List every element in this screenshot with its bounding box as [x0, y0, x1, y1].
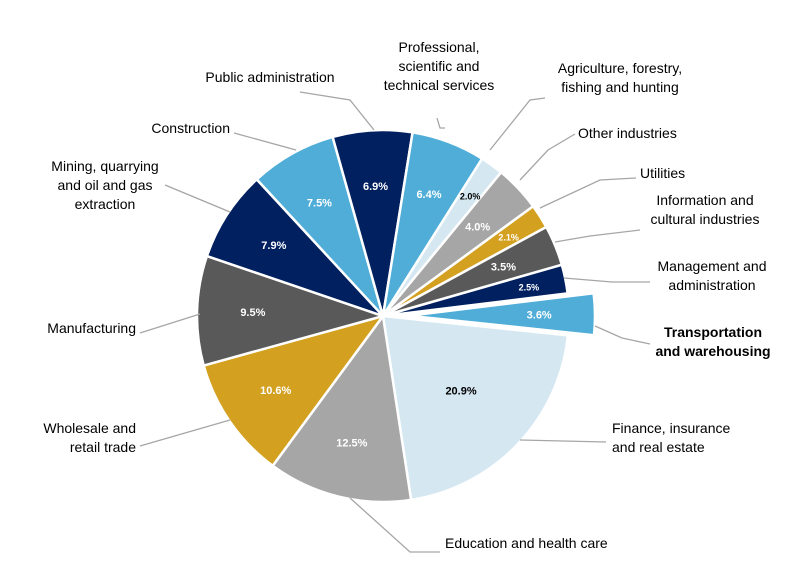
leader-line-agriculture-forestry-fishing-and-hunting: [489, 97, 546, 151]
value-label-construction: 7.5%: [307, 197, 332, 209]
leader-line-transportation-and-warehousing: [594, 325, 651, 345]
value-label-information-and-cultural-industries: 3.5%: [491, 262, 516, 274]
slices-layer: [195, 128, 597, 504]
pie-slice-management-and-administration: [382, 263, 570, 318]
value-label-professional-scientific-and-technical-services: 6.4%: [416, 189, 441, 201]
category-label-information-and-cultural-industries: Information and cultural industries: [651, 192, 760, 227]
value-label-manufacturing: 9.5%: [240, 307, 265, 319]
leader-line-information-and-cultural-industries: [554, 229, 641, 243]
leader-line-education-and-health-care: [349, 497, 440, 553]
category-label-wholesale-and-retail-trade: Wholesale and retail trade: [43, 420, 136, 455]
pie-slice-transportation-and-warehousing: [408, 291, 597, 337]
category-label-construction: Construction: [151, 120, 230, 136]
category-label-agriculture-forestry-fishing-and-hunting: Agriculture, forestry, fishing and huntin…: [558, 60, 682, 95]
category-label-education-and-health-care: Education and health care: [445, 535, 608, 551]
value-label-utilities: 2.1%: [498, 232, 519, 242]
category-label-management-and-administration: Management and administration: [658, 258, 767, 293]
leader-line-professional-scientific-and-technical-services: [436, 117, 445, 129]
category-label-mining-quarrying-and-oil-and-gas-extraction: Mining, quarrying and oil and gas extracti…: [51, 158, 158, 212]
value-label-wholesale-and-retail-trade: 10.6%: [260, 385, 291, 397]
category-label-other-industries: Other industries: [578, 125, 677, 141]
leader-line-manufacturing: [139, 313, 201, 334]
pie-slice-education-and-health-care: [270, 312, 413, 504]
leader-line-other-industries: [519, 133, 576, 181]
pie-slice-manufacturing: [195, 254, 388, 368]
value-label-management-and-administration: 2.5%: [519, 282, 540, 292]
category-label-manufacturing: Manufacturing: [47, 320, 136, 336]
leader-line-construction: [233, 132, 297, 151]
value-label-agriculture-forestry-fishing-and-hunting: 2.0%: [460, 191, 481, 201]
value-label-finance-insurance-and-real-estate: 20.9%: [445, 385, 476, 397]
leader-line-management-and-administration: [563, 277, 650, 283]
value-label-transportation-and-warehousing: 3.6%: [527, 310, 552, 322]
value-label-mining-quarrying-and-oil-and-gas-extraction: 7.9%: [261, 240, 286, 252]
leader-line-public-administration: [299, 91, 375, 131]
pie-slice-finance-insurance-and-real-estate: [381, 314, 570, 502]
value-labels-layer: 20.9% 12.5% 10.6% 9.5% 7.9% 7.5% 6.9% 6.4% 2.0% 4…: [240, 181, 552, 449]
category-label-finance-insurance-and-real-estate: Finance, insurance and real estate: [612, 420, 731, 455]
category-labels-layer: Finance, insurance and real estate Educati…: [43, 39, 770, 551]
category-label-transportation-and-warehousing: Transportation and warehousing: [655, 324, 770, 359]
leader-lines-layer: [139, 91, 651, 553]
leader-line-wholesale-and-retail-trade: [139, 419, 231, 447]
value-label-education-and-health-care: 12.5%: [336, 437, 367, 449]
pie-slice-mining-quarrying-and-oil-and-gas-extraction: [205, 177, 384, 318]
leader-line-mining-quarrying-and-oil-and-gas-extraction: [164, 184, 231, 213]
leader-line-utilities: [539, 177, 637, 209]
leader-line-finance-insurance-and-real-estate: [519, 439, 607, 443]
category-label-professional-scientific-and-technical-services: Professional, scientific and technical ser…: [384, 39, 495, 93]
category-label-public-administration: Public administration: [205, 69, 334, 85]
value-label-public-administration: 6.9%: [363, 181, 388, 193]
category-label-utilities: Utilities: [640, 165, 685, 181]
value-label-other-industries: 4.0%: [465, 222, 490, 234]
